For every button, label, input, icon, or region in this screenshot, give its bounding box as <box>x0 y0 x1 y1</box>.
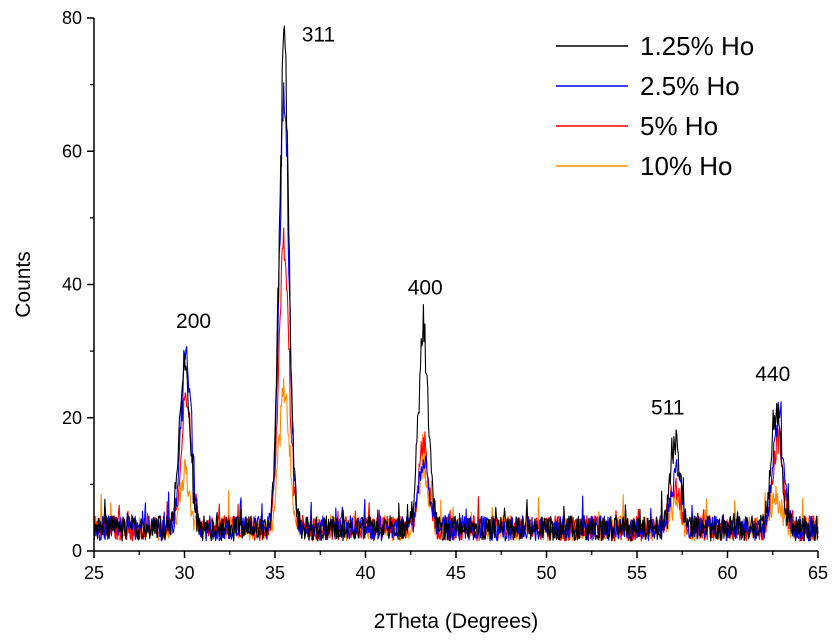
legend: 1.25% Ho 2.5% Ho 5% Ho 10% Ho <box>556 31 754 181</box>
legend-label: 5% Ho <box>640 111 718 141</box>
y-tick-label: 40 <box>62 275 82 295</box>
legend-label: 1.25% Ho <box>640 31 754 61</box>
x-tick-label: 35 <box>265 563 285 583</box>
y-tick-label: 20 <box>62 408 82 428</box>
x-axis-title: 2Theta (Degrees) <box>374 610 539 633</box>
x-tick-label: 55 <box>627 563 647 583</box>
legend-label: 2.5% Ho <box>640 71 740 101</box>
peak-label: 440 <box>755 363 790 386</box>
series-layer <box>93 25 819 542</box>
y-axis-title: Counts <box>12 251 35 318</box>
x-tick-label: 65 <box>808 563 828 583</box>
series-line <box>93 227 819 542</box>
x-tick-label: 60 <box>717 563 737 583</box>
x-tick-label: 50 <box>536 563 556 583</box>
x-tick-label: 40 <box>355 563 375 583</box>
peak-label: 311 <box>302 23 335 46</box>
y-tick-label: 80 <box>62 8 82 28</box>
annotation-layer: 200 311 400 511 440 <box>176 23 790 419</box>
y-tick-label: 0 <box>72 541 82 561</box>
x-tick-label: 25 <box>84 563 104 583</box>
peak-label: 200 <box>176 310 211 333</box>
series-line <box>93 25 819 542</box>
peak-label: 511 <box>651 396 684 419</box>
y-tick-label: 60 <box>62 141 82 161</box>
x-tick-label: 30 <box>174 563 194 583</box>
legend-label: 10% Ho <box>640 151 733 181</box>
x-tick-label: 45 <box>446 563 466 583</box>
ticks-layer: 25 30 35 40 45 50 55 60 65 0 20 40 60 80 <box>62 8 828 583</box>
peak-label: 400 <box>408 276 443 299</box>
